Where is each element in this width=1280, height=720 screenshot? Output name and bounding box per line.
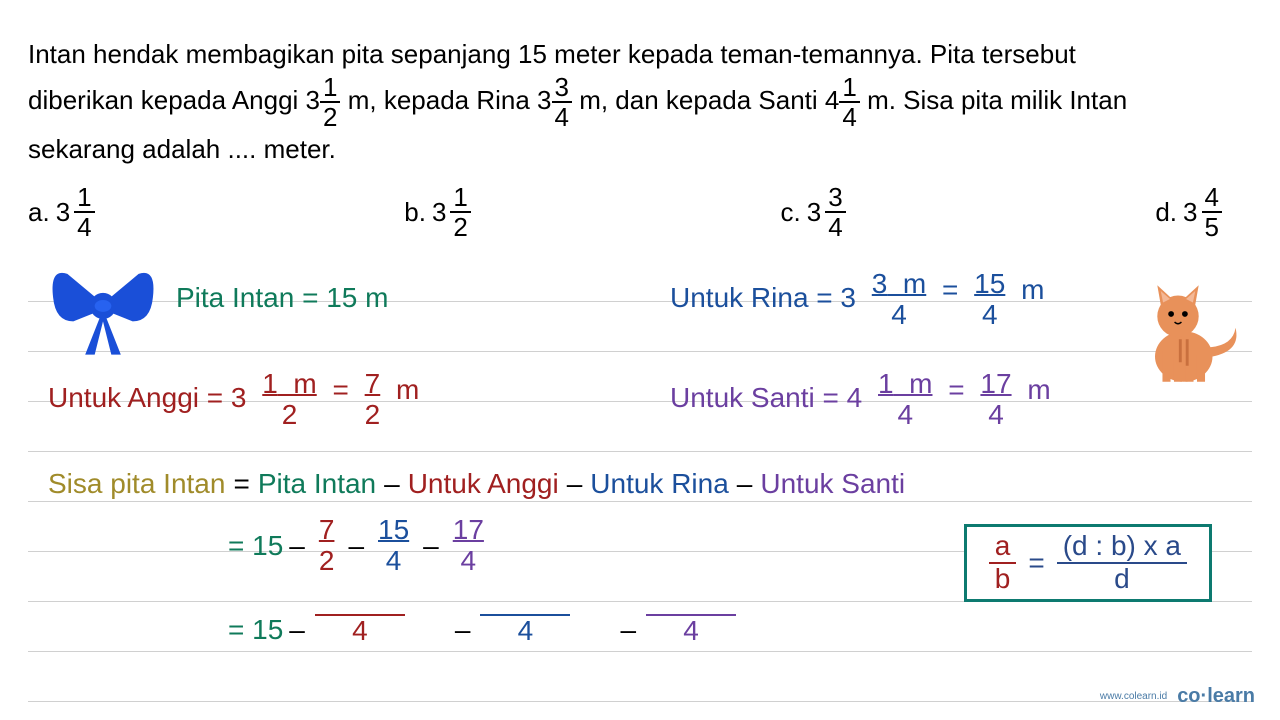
footer-logo: www.colearn.id co·learn xyxy=(1100,685,1255,708)
option-a: a. 314 xyxy=(28,184,95,240)
cat-icon xyxy=(1132,276,1247,391)
untuk-rina-text: Untuk Rina = 3 3 m4 = 154 m xyxy=(670,269,1044,331)
untuk-santi-text: Untuk Santi = 4 1 m4 = 174 m xyxy=(670,369,1051,431)
option-d: d. 345 xyxy=(1155,184,1222,240)
sisa-equation-words: Sisa pita Intan = Pita Intan – Untuk Ang… xyxy=(48,468,905,500)
solution-area: Pita Intan = 15 m Untuk Rina = 3 3 m4 = … xyxy=(28,252,1252,702)
pita-intan-text: Pita Intan = 15 m xyxy=(176,282,388,314)
option-c: c. 334 xyxy=(781,184,846,240)
formula-box: ab = (d : b) x ad xyxy=(964,524,1212,602)
problem-text: Intan hendak membagikan pita sepanjang 1… xyxy=(28,35,1252,169)
option-b: b. 312 xyxy=(404,184,471,240)
answer-options: a. 314 b. 312 c. 334 d. 345 xyxy=(28,184,1252,240)
bow-icon xyxy=(43,262,163,357)
untuk-anggi-text: Untuk Anggi = 3 1 m2 = 72 m xyxy=(48,369,419,431)
calc-line-2: = 15 – 4 – 4 – 4 xyxy=(228,614,740,647)
calc-line-1: = 15 – 72 – 154 – 174 xyxy=(228,515,492,577)
